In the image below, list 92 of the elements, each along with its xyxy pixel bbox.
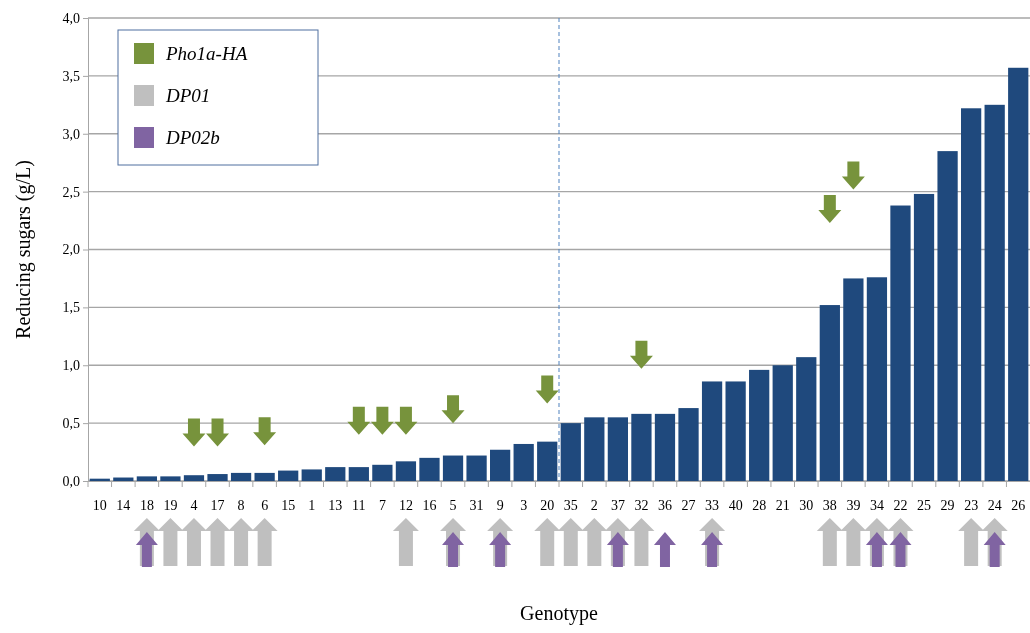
x-tick-label: 36 [657, 498, 672, 514]
x-tick-label: 38 [822, 498, 837, 514]
bar [325, 467, 346, 481]
bar [749, 369, 770, 481]
bar [819, 305, 840, 481]
bar [1008, 67, 1029, 481]
x-tick-label: 17 [210, 498, 225, 514]
bar [678, 408, 699, 481]
bar [584, 417, 605, 481]
x-tick-label: 1 [308, 498, 316, 514]
x-tick-label: 37 [610, 498, 625, 514]
bar [937, 151, 958, 481]
legend-label: Pho1a-HA [165, 43, 248, 64]
y-tick-label: 0,0 [62, 473, 80, 489]
bar [183, 475, 205, 481]
y-axis-title: Reducing sugars (g/L) [12, 160, 35, 339]
bar [301, 469, 322, 481]
y-tick-label: 2,0 [62, 242, 80, 258]
bar [890, 205, 911, 481]
bar [348, 467, 369, 481]
x-tick-label: 12 [398, 498, 413, 514]
x-tick-label: 28 [752, 498, 767, 514]
x-tick-label: 30 [799, 498, 814, 514]
bar [372, 464, 393, 481]
x-tick-label: 2 [590, 498, 598, 514]
legend-label: DP01 [165, 85, 211, 106]
x-tick-label: 29 [940, 498, 955, 514]
bar [607, 417, 628, 481]
bar [654, 413, 676, 481]
x-tick-label: 8 [237, 498, 245, 514]
x-tick-label: 31 [469, 498, 484, 514]
x-tick-label: 5 [449, 498, 457, 514]
y-tick-label: 1,5 [62, 300, 80, 316]
x-tick-label: 21 [775, 498, 790, 514]
bar [866, 277, 888, 481]
y-tick-label: 1,0 [62, 358, 80, 374]
bar [984, 104, 1005, 481]
x-tick-label: 10 [92, 498, 107, 514]
bar [419, 457, 440, 481]
x-tick-label: 40 [728, 498, 743, 514]
bar [961, 108, 982, 481]
bar [631, 413, 652, 481]
bar [160, 476, 181, 481]
x-tick-label: 13 [328, 498, 343, 514]
bar [136, 476, 157, 481]
y-tick-label: 0,5 [62, 416, 80, 432]
x-tick-label: 24 [987, 498, 1002, 514]
x-tick-label: 26 [1011, 498, 1026, 514]
bar [254, 472, 275, 481]
x-tick-label: 20 [540, 498, 555, 514]
bar [913, 193, 935, 481]
bar [513, 443, 534, 481]
x-tick-label: 11 [352, 498, 366, 514]
bar [395, 461, 417, 481]
bar [560, 423, 581, 481]
x-tick-label: 22 [893, 498, 908, 514]
x-tick-label: 27 [681, 498, 696, 514]
x-tick-label: 32 [634, 498, 649, 514]
x-tick-label: 3 [520, 498, 528, 514]
bar [725, 381, 746, 481]
x-tick-label: 23 [964, 498, 979, 514]
x-tick-label: 14 [116, 498, 131, 514]
bar [278, 470, 299, 481]
bar [796, 357, 817, 481]
bar [230, 472, 252, 481]
x-tick-label: 19 [163, 498, 178, 514]
bar [537, 441, 558, 481]
x-tick-label: 33 [705, 498, 720, 514]
x-tick-label: 16 [422, 498, 437, 514]
x-tick-label: 35 [563, 498, 578, 514]
x-tick-label: 18 [139, 498, 154, 514]
x-tick-label: 25 [917, 498, 932, 514]
x-tick-label: 15 [281, 498, 296, 514]
x-tick-label: 6 [261, 498, 269, 514]
x-tick-label: 34 [869, 498, 884, 514]
x-tick-label: 4 [190, 498, 198, 514]
x-tick-label: 39 [846, 498, 861, 514]
y-tick-label: 4,0 [62, 10, 80, 26]
bar [701, 381, 723, 481]
y-tick-label: 3,0 [62, 126, 80, 142]
bar [207, 474, 228, 481]
bar [442, 455, 464, 481]
bar [772, 365, 793, 481]
bar [490, 449, 511, 481]
bar [466, 455, 487, 481]
bar [843, 278, 864, 481]
legend-label: DP02b [165, 127, 220, 148]
y-tick-label: 2,5 [62, 184, 80, 200]
y-tick-label: 3,5 [62, 68, 80, 84]
x-axis-title: Genotype [520, 602, 598, 625]
x-tick-label: 9 [496, 498, 504, 514]
x-tick-label: 7 [378, 498, 386, 514]
